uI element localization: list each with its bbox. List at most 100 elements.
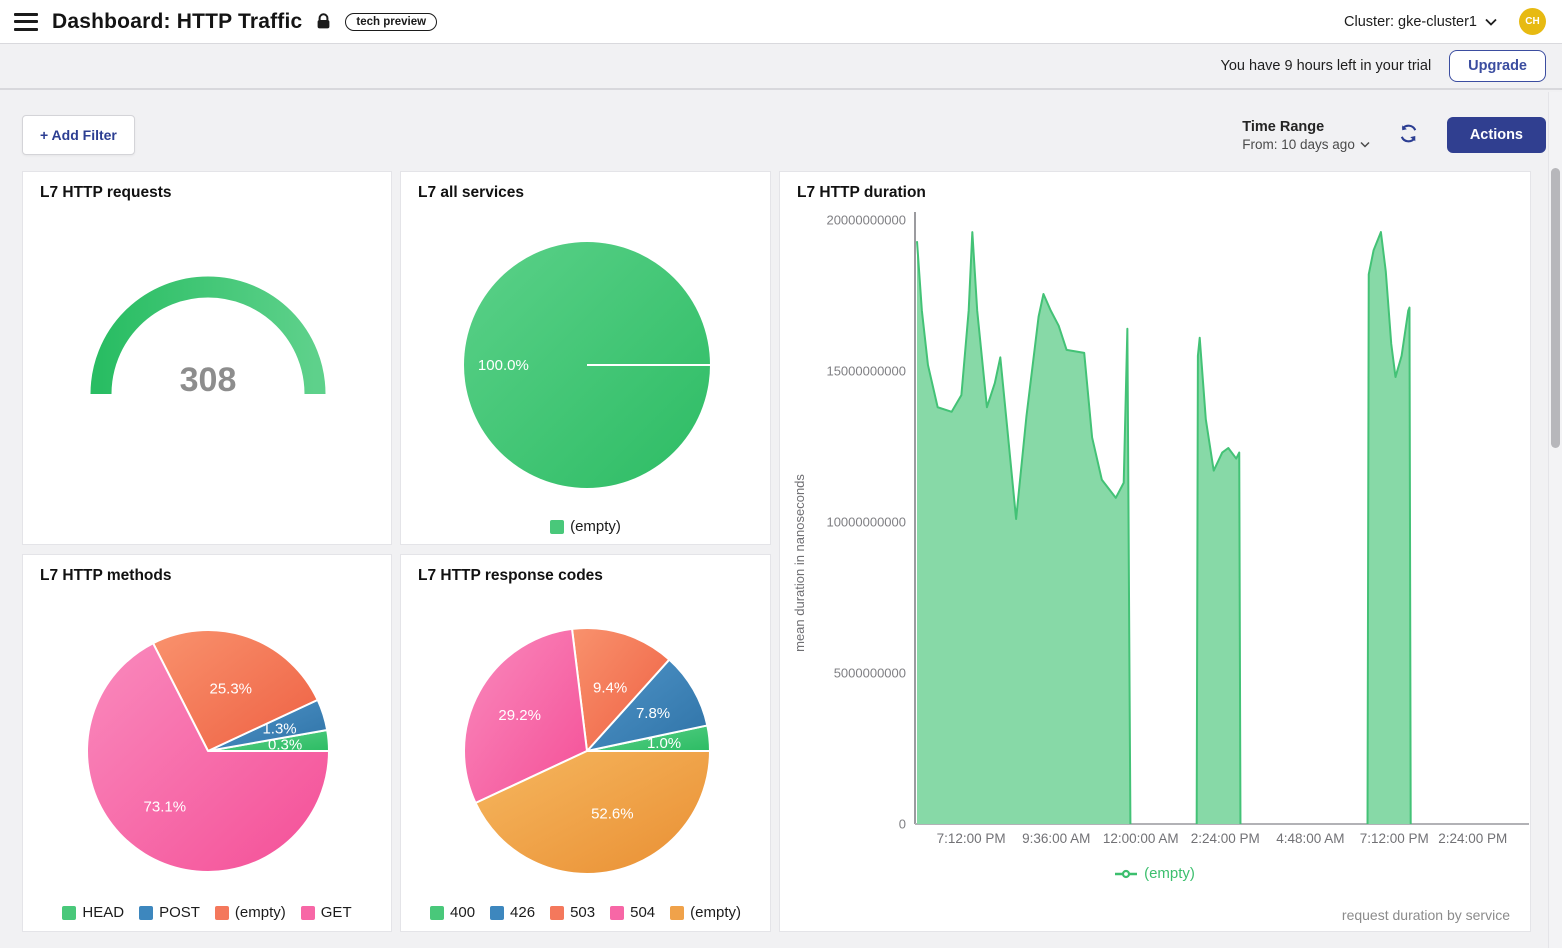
y-tick-label: 10000000000 bbox=[826, 515, 906, 530]
legend-label: POST bbox=[159, 904, 200, 921]
duration-legend[interactable]: (empty) bbox=[780, 865, 1530, 882]
legend-label: (empty) bbox=[570, 518, 621, 535]
gauge-value: 308 bbox=[180, 361, 237, 399]
panel-http-methods: L7 HTTP methods 0.3% 1.3% 25.3% 73.1% HEAD P… bbox=[22, 554, 392, 932]
x-tick-label: 4:48:00 AM bbox=[1276, 831, 1344, 846]
legend-item-400[interactable]: 400 bbox=[430, 904, 475, 921]
legend-item-503[interactable]: 503 bbox=[550, 904, 595, 921]
hamburger-menu-icon[interactable] bbox=[14, 12, 38, 31]
time-range-label: Time Range bbox=[1242, 118, 1325, 135]
legend-item-(empty)[interactable]: (empty) bbox=[214, 904, 286, 921]
legend-label: (empty) bbox=[234, 904, 286, 921]
pie-slice-504 bbox=[463, 627, 588, 804]
legend-swatch bbox=[430, 905, 445, 920]
x-tick-label: 12:00:00 AM bbox=[1103, 831, 1179, 846]
area-line bbox=[1195, 336, 1242, 825]
refresh-button[interactable] bbox=[1396, 121, 1421, 149]
legend-swatch bbox=[214, 905, 229, 920]
chevron-down-icon bbox=[1485, 18, 1497, 26]
pie-slice-503 bbox=[571, 627, 671, 752]
legend-label: 503 bbox=[570, 904, 596, 921]
http-duration-area-chart: 0 5000000000 10000000000 15000000000 2000000… bbox=[792, 212, 1529, 846]
legend-item-(empty)[interactable]: (empty) bbox=[670, 904, 741, 921]
http-response-codes-legend: 400 426 503 504 (empty) bbox=[401, 904, 770, 921]
legend-item-(empty)[interactable]: (empty) bbox=[550, 518, 621, 535]
all-services-pie-chart: 100.0% bbox=[464, 242, 710, 488]
pie-slice-(empty) bbox=[152, 629, 319, 752]
panel-title: L7 HTTP methods bbox=[40, 567, 172, 584]
http-requests-gauge-chart: 308 bbox=[90, 276, 326, 399]
legend-swatch bbox=[62, 905, 77, 920]
y-tick-label: 0 bbox=[899, 817, 906, 832]
avatar[interactable]: CH bbox=[1519, 8, 1546, 35]
pie-slice-(empty) bbox=[474, 750, 711, 875]
legend-swatch bbox=[610, 905, 625, 920]
x-tick-label: 9:36:00 AM bbox=[1022, 831, 1090, 846]
area-line bbox=[1366, 231, 1412, 825]
time-range-value: From: 10 days ago bbox=[1242, 136, 1355, 152]
legend-label: (empty) bbox=[690, 904, 741, 921]
gauge-arc bbox=[90, 276, 326, 395]
pie-percent-label: 1.3% bbox=[262, 720, 296, 737]
legend-swatch bbox=[550, 519, 565, 534]
legend-item-GET[interactable]: GET bbox=[300, 904, 352, 921]
pie-percent-label: 29.2% bbox=[498, 707, 541, 724]
panel-all-services: L7 all services 100.0% (empty) bbox=[400, 171, 771, 545]
legend-label: 426 bbox=[510, 904, 536, 921]
y-tick-label: 20000000000 bbox=[826, 213, 906, 228]
http-methods-pie-chart: 0.3%1.3% 25.3% 73.1% bbox=[86, 629, 330, 873]
x-tick-label: 7:12:00 PM bbox=[1360, 831, 1429, 846]
toolbar: + Add Filter Time Range From: 10 days ag… bbox=[22, 115, 1546, 155]
pie-percent-label: 9.4% bbox=[593, 679, 627, 696]
area-line bbox=[916, 231, 1132, 825]
legend-swatch bbox=[550, 905, 565, 920]
time-range-selector[interactable]: Time Range From: 10 days ago bbox=[1242, 119, 1370, 152]
pie-slice-GET bbox=[86, 642, 330, 873]
legend-swatch bbox=[139, 905, 154, 920]
legend-label: GET bbox=[320, 904, 352, 921]
all-services-legend: (empty) bbox=[401, 518, 770, 535]
pie-percent-label: 73.1% bbox=[144, 798, 187, 815]
panel-http-requests: L7 HTTP requests 308 bbox=[22, 171, 392, 545]
legend-label: 504 bbox=[630, 904, 656, 921]
panel-title: L7 HTTP response codes bbox=[418, 567, 603, 584]
area-fill bbox=[1196, 337, 1241, 824]
dashboard-grid: L7 HTTP requests 308 L7 all services 100… bbox=[22, 171, 1532, 932]
pie-percent-label: 52.6% bbox=[591, 806, 634, 823]
cluster-selector[interactable]: Cluster: gke-cluster1 bbox=[1344, 14, 1497, 30]
lock-icon bbox=[316, 13, 331, 30]
scrollbar-thumb[interactable] bbox=[1551, 168, 1560, 448]
legend-item-426[interactable]: 426 bbox=[490, 904, 535, 921]
app-header: Dashboard: HTTP Traffic tech preview Clu… bbox=[0, 0, 1562, 44]
legend-swatch bbox=[670, 905, 685, 920]
legend-item-504[interactable]: 504 bbox=[610, 904, 655, 921]
y-tick-label: 15000000000 bbox=[826, 364, 906, 379]
trial-message: You have 9 hours left in your trial bbox=[1220, 58, 1432, 74]
add-filter-button[interactable]: + Add Filter bbox=[22, 115, 135, 155]
actions-button[interactable]: Actions bbox=[1446, 117, 1546, 153]
area-fill bbox=[1367, 232, 1411, 824]
panel-title: L7 all services bbox=[418, 184, 524, 201]
refresh-icon bbox=[1398, 123, 1419, 144]
legend-item-POST[interactable]: POST bbox=[139, 904, 200, 921]
cluster-selector-label: Cluster: gke-cluster1 bbox=[1344, 13, 1477, 30]
y-tick-label: 5000000000 bbox=[834, 666, 906, 681]
http-methods-legend: HEAD POST (empty) GET bbox=[23, 904, 391, 921]
legend-label: HEAD bbox=[82, 904, 125, 921]
x-tick-label: 7:12:00 PM bbox=[937, 831, 1006, 846]
upgrade-button[interactable]: Upgrade bbox=[1449, 50, 1546, 82]
area-fill bbox=[917, 232, 1131, 824]
panel-http-response-codes: L7 HTTP response codes 1.0% 7.8% 9.4% 29.2%… bbox=[400, 554, 771, 932]
page-title: Dashboard: HTTP Traffic bbox=[52, 9, 303, 33]
legend-swatch bbox=[300, 905, 315, 920]
pie-percent-label: 1.0% bbox=[647, 735, 681, 752]
page-scrollbar[interactable] bbox=[1548, 92, 1562, 948]
pie-percent-label: 7.8% bbox=[636, 705, 670, 722]
trial-banner: You have 9 hours left in your trial Upgr… bbox=[0, 44, 1562, 90]
legend-item-HEAD[interactable]: HEAD bbox=[62, 904, 124, 921]
pie-slice-426 bbox=[586, 658, 709, 752]
x-tick-label: 2:24:00 PM bbox=[1191, 831, 1260, 846]
chevron-down-icon bbox=[1360, 141, 1370, 148]
duration-caption: request duration by service bbox=[1341, 907, 1510, 923]
x-tick-label: 2:24:00 PM bbox=[1438, 831, 1507, 846]
